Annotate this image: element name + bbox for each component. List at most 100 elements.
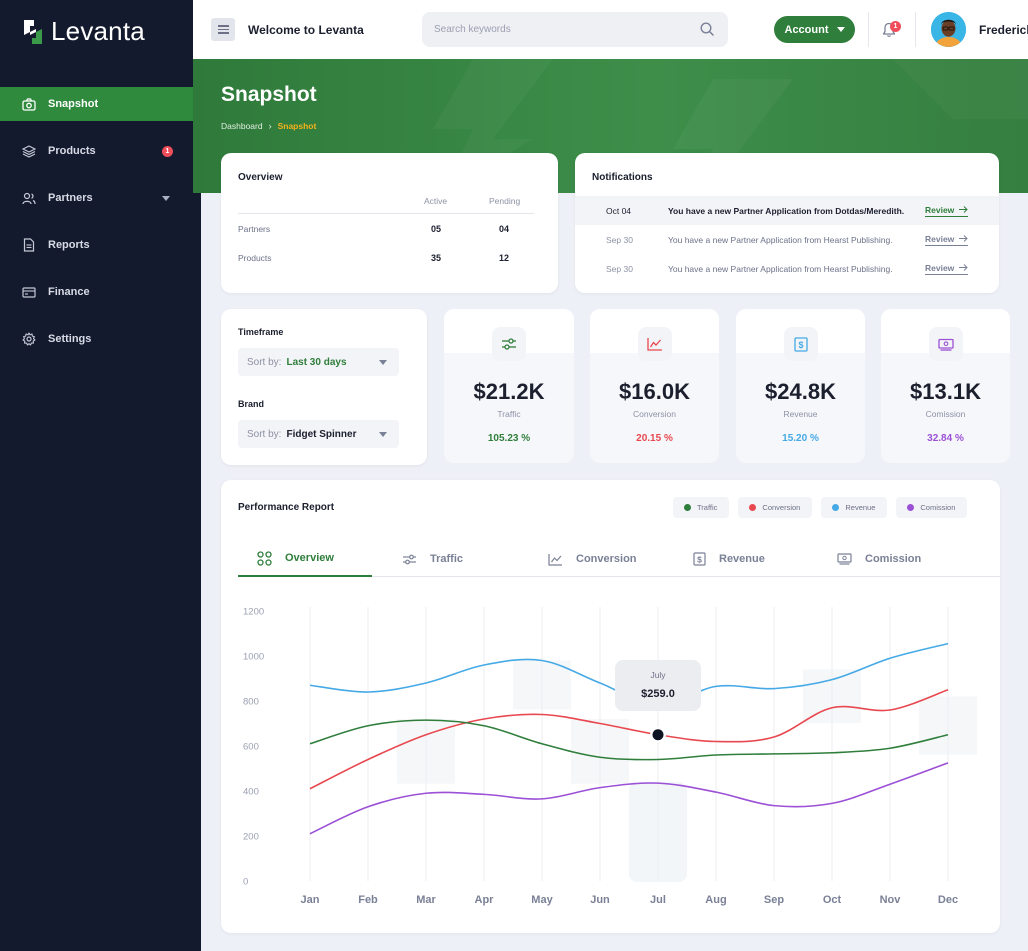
tab-revenue[interactable]: $ Revenue: [693, 541, 765, 577]
x-tick-label: Sep: [764, 894, 784, 906]
tab-overview[interactable]: Overview: [238, 541, 372, 577]
chevron-right-icon: ›: [268, 121, 272, 131]
x-tick-label: Oct: [823, 894, 842, 906]
x-tick-label: May: [531, 894, 553, 906]
stat-card-traffic[interactable]: $21.2K Traffic 105.23 %: [444, 309, 574, 463]
y-tick-label: 600: [243, 742, 259, 753]
stat-card-revenue[interactable]: $ $24.8K Revenue 15.20 %: [736, 309, 865, 463]
trend-chart-icon: [548, 553, 562, 566]
notifications-title: Notifications: [592, 172, 653, 183]
tab-label: Comission: [865, 553, 922, 565]
brand-name: Levanta: [51, 16, 145, 46]
sidebar-item-label: Finance: [48, 286, 90, 298]
x-tick-label: Jul: [650, 894, 666, 906]
breadcrumb-item-dashboard[interactable]: Dashboard: [221, 121, 263, 131]
topbar: Welcome to Levanta Account 1 Frederick: [193, 0, 1028, 59]
tooltip-value: $259.0: [641, 687, 675, 700]
notification-item[interactable]: Sep 30 You have a new Partner Applicatio…: [575, 225, 999, 254]
avatar[interactable]: [931, 12, 966, 47]
stat-percentage: 105.23 %: [487, 433, 531, 444]
series-line-traffic: [309, 719, 949, 761]
tab-conversion[interactable]: Conversion: [548, 541, 637, 577]
review-link[interactable]: Review: [925, 234, 969, 246]
cash-icon: [928, 327, 963, 361]
hamburger-icon: [217, 25, 229, 27]
legend-dot: [684, 504, 691, 511]
legend-item-traffic[interactable]: Traffic: [673, 497, 730, 518]
sidebar-item-reports[interactable]: Reports: [0, 228, 193, 262]
chart-tabs: Overview Traffic Conversion $ Revenue Co…: [238, 541, 1000, 577]
search-icon[interactable]: [700, 22, 714, 36]
stat-label: Traffic: [497, 409, 521, 419]
stat-label: Conversion: [633, 409, 676, 419]
y-tick-label: 1000: [243, 652, 264, 663]
sidebar-item-label: Settings: [48, 333, 92, 345]
divider: [915, 12, 916, 47]
brand-value: Fidget Spinner: [286, 428, 357, 440]
review-link-label: Review: [925, 262, 955, 273]
row-label-products: Products: [238, 253, 272, 263]
x-tick-label: Dec: [938, 894, 958, 906]
stat-value: $21.2K: [473, 379, 545, 404]
legend-label: Comission: [920, 503, 956, 512]
sidebar-item-settings[interactable]: Settings: [0, 322, 193, 356]
arrow-right-icon: [959, 206, 969, 213]
review-link[interactable]: Review: [925, 262, 969, 275]
review-link[interactable]: Review: [925, 204, 969, 217]
divider: [238, 213, 534, 214]
sidebar-item-snapshot[interactable]: Snapshot: [0, 87, 193, 121]
notification-item[interactable]: Oct 04 You have a new Partner Applicatio…: [575, 196, 999, 225]
legend-item-conversion[interactable]: Conversion: [738, 497, 813, 518]
timeframe-label: Timeframe: [238, 327, 284, 337]
sliders-icon: [403, 554, 416, 564]
sidebar-item-partners[interactable]: Partners: [0, 181, 193, 215]
sidebar-item-finance[interactable]: Finance: [0, 275, 193, 309]
search-input[interactable]: [422, 12, 728, 47]
menu-toggle-button[interactable]: [211, 18, 235, 41]
stat-card-comission[interactable]: $13.1K Comission 32.84 %: [881, 309, 1010, 463]
account-button[interactable]: Account: [774, 16, 855, 43]
notification-message: You have a new Partner Application from …: [668, 205, 905, 216]
brand-label: Brand: [238, 399, 265, 409]
caret-down-icon: [379, 360, 387, 365]
chevron-down-icon[interactable]: [162, 196, 170, 201]
stat-card-conversion[interactable]: $16.0K Conversion 20.15 %: [590, 309, 719, 463]
x-tick-label: Apr: [475, 894, 495, 906]
account-button-label: Account: [784, 23, 829, 36]
column-header-active: Active: [424, 196, 448, 206]
y-tick-label: 800: [243, 697, 259, 708]
arrow-right-icon: [959, 235, 969, 242]
user-name[interactable]: Frederick: [979, 23, 1028, 37]
chart-tooltip: July $259.0: [615, 659, 701, 711]
products-pending-value: 12: [498, 253, 509, 263]
stat-value: $13.1K: [910, 379, 981, 404]
stat-percentage: 15.20 %: [782, 433, 819, 444]
products-badge: 1: [162, 146, 173, 157]
y-tick-label: 400: [243, 787, 259, 798]
document-icon: [21, 238, 36, 253]
notification-message: You have a new Partner Application from …: [668, 263, 893, 274]
timeframe-select[interactable]: Sort by: Last 30 days: [238, 348, 399, 376]
x-tick-label: Aug: [705, 894, 726, 906]
sidebar-item-label: Reports: [48, 239, 90, 251]
products-active-value: 35: [430, 253, 441, 263]
stat-card-bottom: [444, 353, 574, 463]
cash-icon: [837, 553, 852, 565]
tab-comission[interactable]: Comission: [837, 541, 921, 577]
levanta-logo-icon: [24, 19, 42, 44]
x-tick-label: Jun: [590, 894, 610, 906]
brand-logo[interactable]: Levanta: [22, 16, 145, 47]
review-link-label: Review: [925, 204, 955, 215]
brand-select[interactable]: Sort by: Fidget Spinner: [238, 420, 399, 448]
sidebar-item-products[interactable]: Products 1: [0, 134, 193, 168]
partners-active-value: 05: [430, 224, 441, 234]
notification-item[interactable]: Sep 30 You have a new Partner Applicatio…: [575, 254, 999, 283]
legend-item-revenue[interactable]: Revenue: [821, 497, 888, 518]
breadcrumb-item-current: Snapshot: [277, 121, 317, 131]
y-tick-label: 0: [243, 877, 248, 888]
legend-item-comission[interactable]: Comission: [896, 497, 968, 518]
grid-circles-icon: [257, 550, 272, 566]
tab-traffic[interactable]: Traffic: [402, 541, 463, 577]
notification-date: Sep 30: [606, 263, 633, 274]
y-tick-label: 200: [243, 832, 259, 843]
